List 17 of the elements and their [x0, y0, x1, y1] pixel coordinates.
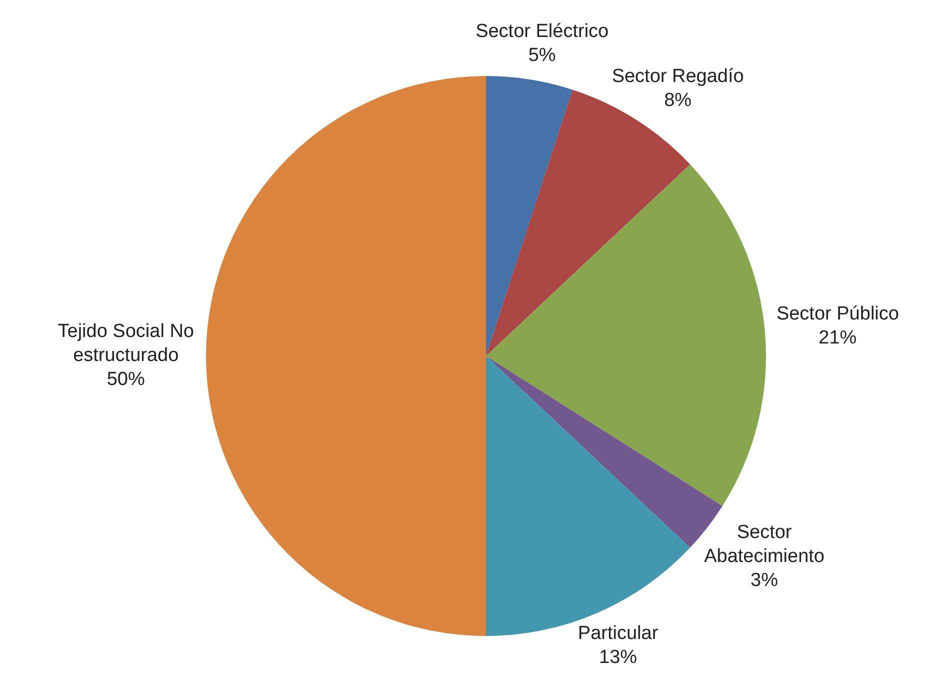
- slice-label: Particular: [578, 623, 659, 644]
- data-label: 8%: [664, 90, 692, 112]
- slice-label: Sector Abatecimiento: [704, 522, 824, 568]
- pie-slice: [486, 356, 722, 548]
- pie-slice: [206, 76, 486, 636]
- pie-slice: [486, 164, 766, 506]
- data-label: 13%: [599, 647, 638, 668]
- data-label: 5%: [528, 44, 556, 66]
- slice-label: Sector Público: [776, 303, 899, 324]
- data-label: 3%: [750, 570, 778, 592]
- pie-slice: [486, 76, 573, 356]
- pie-slice: [486, 90, 690, 356]
- data-label: 50%: [106, 369, 145, 390]
- slice-label: Sector Eléctrico: [476, 20, 609, 42]
- slice-label: Tejido Social No estructurado: [58, 321, 194, 366]
- slice-label: Sector Regadío: [612, 66, 744, 88]
- data-label: 21%: [818, 327, 857, 348]
